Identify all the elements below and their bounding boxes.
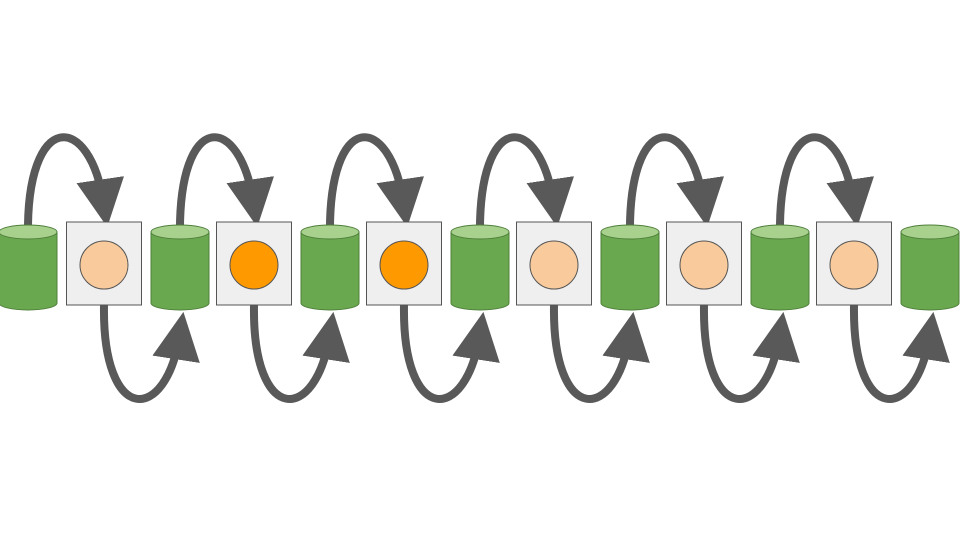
slot-box <box>666 221 742 306</box>
slot-box <box>816 221 892 306</box>
cylinder-top <box>900 224 960 240</box>
cylinder-body <box>0 231 58 311</box>
cylinder-top <box>450 224 510 240</box>
curved-arrow-icon <box>849 301 950 403</box>
curved-arrow-icon <box>249 301 350 403</box>
cylinder-top <box>150 224 210 240</box>
item-circle <box>529 240 579 290</box>
item-circle <box>679 240 729 290</box>
curved-arrow-icon <box>625 133 724 240</box>
cylinder-body <box>600 231 660 311</box>
item-circle <box>79 240 129 290</box>
slot-box <box>216 221 292 306</box>
buffer-cylinder <box>750 224 810 311</box>
cylinder-top <box>600 224 660 240</box>
active-item-circle <box>229 240 279 290</box>
curved-arrow-icon <box>475 133 574 240</box>
cylinder-top <box>750 224 810 240</box>
shape-layer <box>0 221 960 311</box>
item-circle <box>829 240 879 290</box>
slot-box-frame <box>366 221 442 306</box>
buffer-cylinder <box>900 224 960 311</box>
buffer-cylinder <box>150 224 210 311</box>
curved-arrow-icon <box>775 133 874 240</box>
curved-arrow-icon <box>399 301 500 403</box>
cylinder-top <box>300 224 360 240</box>
curved-arrow-icon <box>175 133 274 240</box>
curved-arrow-icon <box>325 133 424 240</box>
slot-box <box>366 221 442 306</box>
arrow-layer <box>23 133 950 403</box>
cylinder-top <box>0 224 58 240</box>
buffer-cylinder <box>0 224 58 311</box>
active-item-circle <box>379 240 429 290</box>
buffer-cylinder <box>600 224 660 311</box>
buffer-cylinder <box>300 224 360 311</box>
curved-arrow-icon <box>549 301 650 403</box>
cylinder-body <box>900 231 960 311</box>
cylinder-body <box>450 231 510 311</box>
cylinder-body <box>300 231 360 311</box>
slot-box <box>516 221 592 306</box>
cylinder-body <box>150 231 210 311</box>
buffer-cylinder <box>450 224 510 311</box>
curved-arrow-icon <box>99 301 200 403</box>
curved-arrow-icon <box>699 301 800 403</box>
cylinder-body <box>750 231 810 311</box>
curved-arrow-icon <box>23 133 124 240</box>
slot-box <box>66 221 142 306</box>
